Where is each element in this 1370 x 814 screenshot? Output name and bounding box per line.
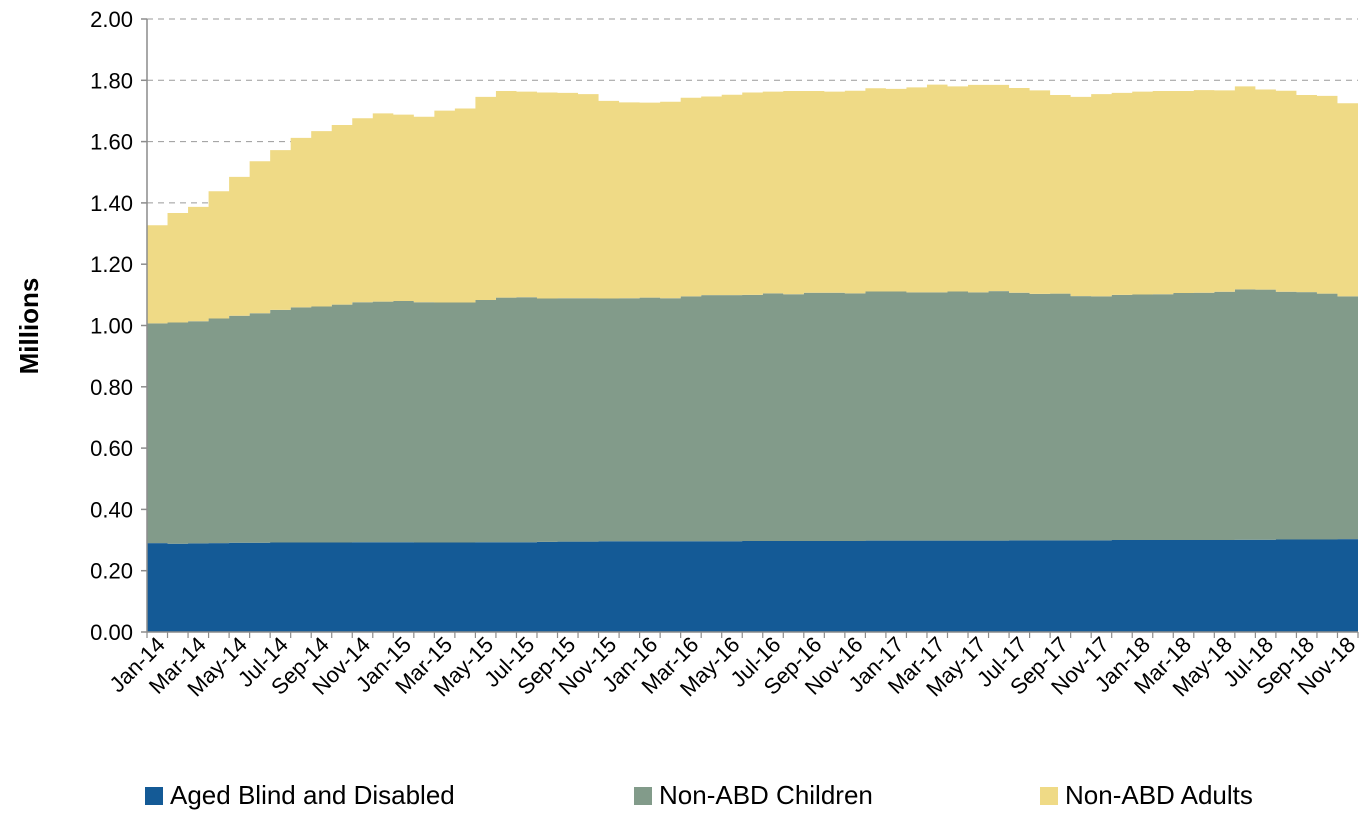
legend-label: Non-ABD Children: [659, 780, 873, 810]
y-tick-label: 2.00: [90, 7, 133, 32]
area-aged-blind-and-disabled: [147, 539, 1358, 632]
legend-item-aged-blind-disabled: Aged Blind and Disabled: [145, 780, 455, 811]
y-tick-label: 0.40: [90, 497, 133, 522]
legend-item-non-abd-children: Non-ABD Children: [634, 780, 873, 811]
area-non-abd-children: [147, 289, 1358, 544]
legend-label: Non-ABD Adults: [1065, 780, 1253, 810]
y-tick-label: 1.00: [90, 314, 133, 339]
y-tick-label: 1.60: [90, 130, 133, 155]
y-tick-label: 0.60: [90, 436, 133, 461]
legend-swatch: [634, 786, 652, 805]
legend-item-non-abd-adults: Non-ABD Adults: [1040, 780, 1253, 811]
y-tick-label: 1.40: [90, 191, 133, 216]
y-tick-label: 1.20: [90, 252, 133, 277]
area-non-abd-adults: [147, 84, 1358, 324]
y-tick-label: 0.00: [90, 620, 133, 645]
legend-swatch: [1040, 786, 1058, 805]
y-tick-label: 1.80: [90, 68, 133, 93]
y-axis-label: Millions: [14, 278, 44, 375]
area-series: [147, 84, 1358, 632]
legend-swatch: [145, 786, 163, 805]
y-tick-label: 0.80: [90, 375, 133, 400]
stacked-area-chart: 0.00 0.20 0.40 0.60 0.80 1.00 1.20 1.40 1.60 1.80…: [14, 7, 1360, 701]
legend: Aged Blind and Disabled Non-ABD Children…: [0, 780, 1370, 814]
y-tick-label: 0.20: [90, 559, 133, 584]
legend-label: Aged Blind and Disabled: [170, 780, 455, 810]
